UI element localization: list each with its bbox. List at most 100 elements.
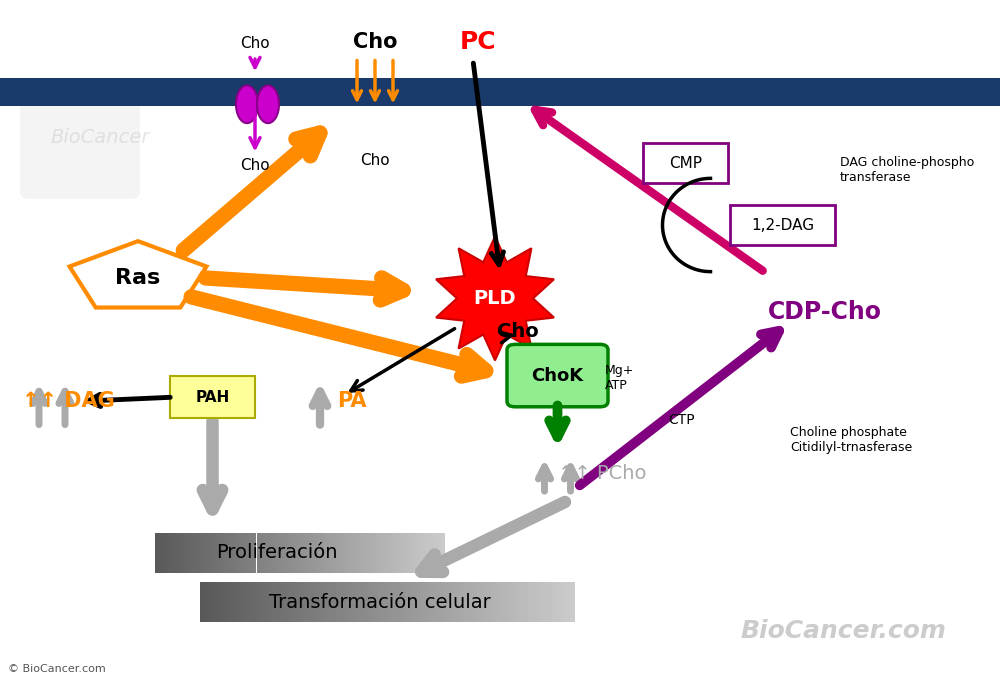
Bar [547, 582, 552, 622]
Bar [188, 533, 191, 573]
Bar [477, 582, 481, 622]
Bar [209, 533, 213, 573]
Bar [394, 533, 398, 573]
Bar [214, 582, 219, 622]
Text: Proliferación: Proliferación [216, 543, 338, 563]
Bar [420, 582, 425, 622]
Bar [380, 533, 383, 573]
Text: PC: PC [460, 29, 496, 54]
Bar [481, 582, 486, 622]
Bar [242, 582, 247, 622]
Bar [166, 533, 170, 573]
Bar [556, 582, 561, 622]
Bar [256, 582, 261, 622]
Bar [280, 582, 284, 622]
Bar [420, 533, 423, 573]
Bar [336, 533, 340, 573]
Bar [444, 582, 448, 622]
Ellipse shape [236, 86, 258, 123]
Bar [223, 582, 228, 622]
Bar [336, 582, 341, 622]
Bar [286, 533, 289, 573]
Bar [205, 582, 209, 622]
Bar [383, 533, 387, 573]
Bar [472, 582, 477, 622]
Bar [294, 582, 298, 622]
Bar [256, 533, 260, 573]
Bar [500, 582, 505, 622]
Bar [542, 582, 547, 622]
Bar [344, 533, 347, 573]
Bar [246, 533, 249, 573]
Text: Cho: Cho [240, 158, 270, 173]
Bar [202, 533, 206, 573]
Bar [345, 582, 350, 622]
Bar [195, 533, 198, 573]
Bar [427, 533, 430, 573]
Ellipse shape [257, 86, 279, 123]
Bar [495, 582, 500, 622]
Bar [284, 582, 289, 622]
Bar [264, 533, 267, 573]
Bar [566, 582, 570, 622]
Bar [173, 533, 177, 573]
Bar [401, 533, 405, 573]
Bar [312, 582, 317, 622]
Bar [373, 582, 378, 622]
Bar [441, 533, 445, 573]
Bar [423, 533, 427, 573]
Bar [267, 533, 271, 573]
Text: © BioCancer.com: © BioCancer.com [8, 663, 106, 674]
Bar [387, 533, 391, 573]
Bar [369, 582, 373, 622]
Bar [355, 582, 359, 622]
Bar [409, 533, 412, 573]
Bar [462, 582, 467, 622]
Text: Ras: Ras [115, 268, 161, 288]
Bar [242, 533, 246, 573]
Bar [329, 533, 333, 573]
Text: 1,2-DAG: 1,2-DAG [751, 217, 814, 233]
Bar [206, 533, 209, 573]
Text: PAH: PAH [195, 390, 230, 405]
Bar [340, 533, 344, 573]
Bar [233, 582, 238, 622]
Bar [275, 582, 280, 622]
Bar [416, 533, 420, 573]
FancyBboxPatch shape [170, 376, 255, 418]
Text: PLD: PLD [474, 289, 516, 308]
Text: ChoK: ChoK [531, 366, 584, 385]
Bar [289, 533, 293, 573]
Bar [434, 533, 438, 573]
Bar [364, 582, 369, 622]
Bar [358, 533, 362, 573]
Bar [327, 582, 331, 622]
Bar [228, 582, 233, 622]
Bar [275, 533, 278, 573]
Bar [249, 533, 253, 573]
Bar [570, 582, 575, 622]
Bar [491, 582, 495, 622]
Bar [448, 582, 453, 622]
Bar [293, 533, 296, 573]
Bar [369, 533, 372, 573]
Bar [0, 78, 1000, 106]
Text: CTP: CTP [668, 413, 695, 427]
Bar [391, 533, 394, 573]
FancyBboxPatch shape [507, 344, 608, 407]
Bar [372, 533, 376, 573]
Bar [383, 582, 388, 622]
Text: Cho: Cho [240, 36, 270, 51]
Bar [519, 582, 523, 622]
Bar [322, 582, 327, 622]
Text: Transformación celular: Transformación celular [269, 593, 491, 612]
Bar [347, 533, 351, 573]
Bar [247, 582, 252, 622]
Bar [425, 582, 430, 622]
Bar [552, 582, 556, 622]
Text: Mg+
ATP: Mg+ ATP [605, 364, 634, 392]
Bar [155, 533, 159, 573]
Bar [486, 582, 491, 622]
Bar [162, 533, 166, 573]
Bar [514, 582, 519, 622]
